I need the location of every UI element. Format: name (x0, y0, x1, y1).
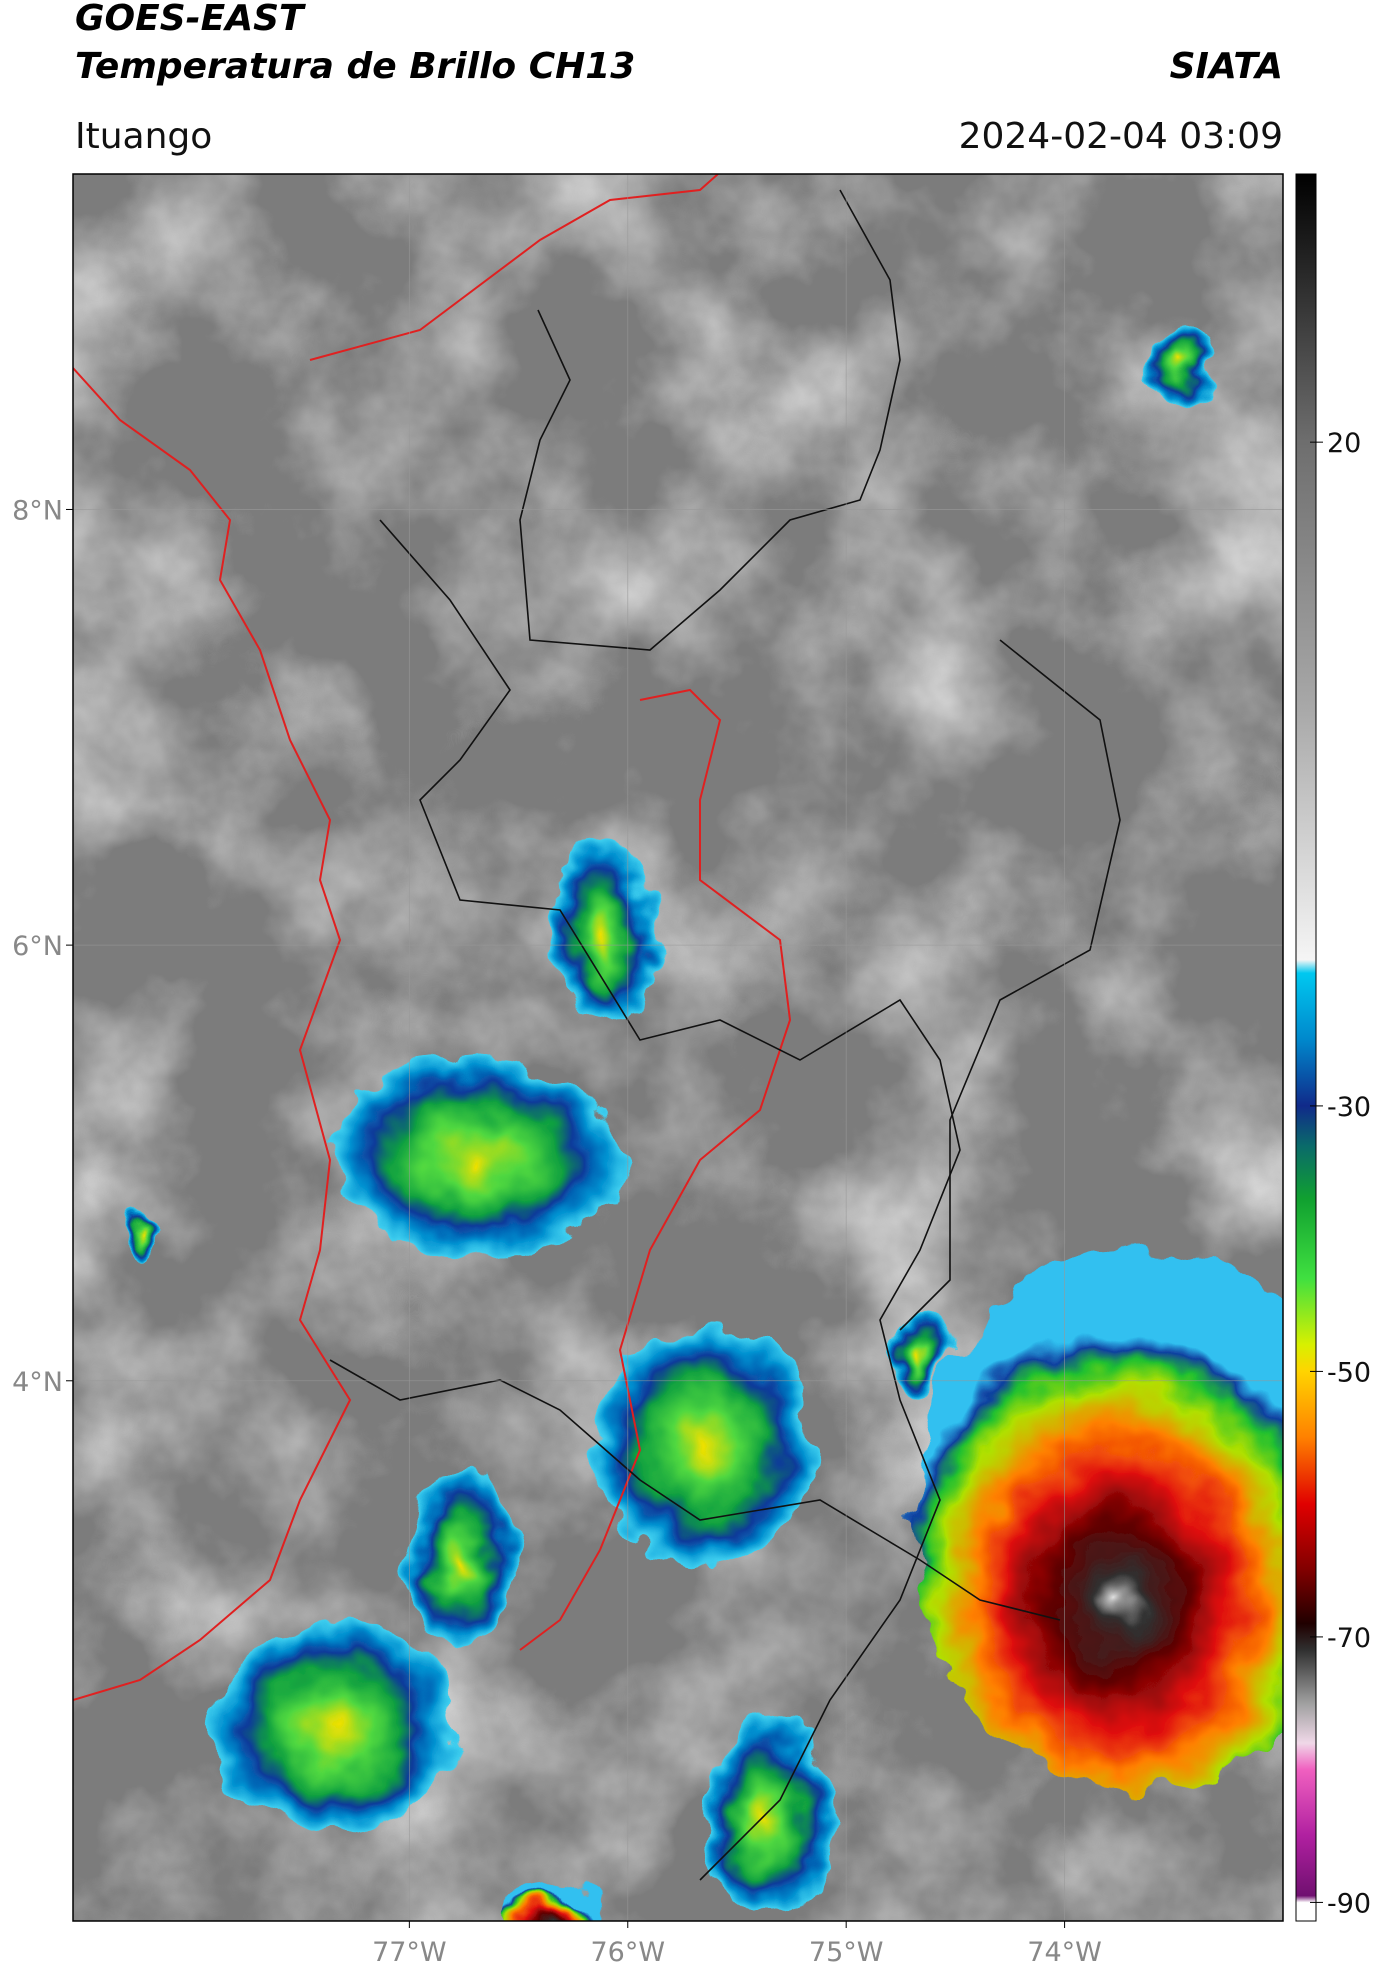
colorbar-tick-label: -70 (1327, 1623, 1371, 1654)
map-image (73, 174, 1283, 1921)
storm-cell (1151, 319, 1215, 411)
x-tick-label: 77°W (372, 1937, 447, 1968)
location: Ituango (75, 116, 212, 157)
source: SIATA (1170, 46, 1283, 87)
x-tick-label: 75°W (809, 1937, 884, 1968)
storm-cell (405, 1475, 515, 1645)
department-border (519, 688, 792, 1651)
storm-cell (120, 1221, 156, 1257)
timestamp: 2024-02-04 03:09 (959, 116, 1283, 157)
storm-cell (500, 1885, 610, 1921)
storm-cell (549, 840, 659, 1030)
y-tick-label: 6°N (12, 931, 63, 962)
storm-cell (594, 1327, 814, 1567)
admin-border (519, 189, 901, 651)
y-tick-label: 4°N (12, 1367, 63, 1398)
subtitle: Temperatura de Brillo CH13 (75, 46, 635, 87)
x-tick-label: 76°W (590, 1937, 665, 1968)
map-frame (72, 173, 1284, 1922)
colorbar-tick-label: -90 (1327, 1888, 1371, 1919)
storm-cells (120, 319, 1283, 1921)
title: GOES-EAST (75, 0, 306, 39)
colorbar-tick-label: -50 (1327, 1357, 1371, 1388)
storm-cell (215, 1620, 455, 1840)
x-tick-label: 74°W (1027, 1937, 1102, 1968)
coastline (73, 367, 352, 1701)
colorbar-tick-label: -30 (1327, 1092, 1371, 1123)
y-tick-label: 8°N (12, 495, 63, 526)
admin-border (379, 519, 961, 1881)
storm-cell (910, 1250, 1283, 1790)
storm-cell (702, 1720, 832, 1920)
admin-border (899, 639, 1121, 1331)
coastline (309, 174, 719, 361)
grid (73, 174, 1283, 1921)
storm-cell (888, 1312, 948, 1392)
colorbar (1295, 173, 1317, 1922)
colorbar-tick-label: 20 (1327, 428, 1361, 459)
admin-border (329, 1359, 1061, 1621)
storm-cell (333, 1057, 623, 1257)
